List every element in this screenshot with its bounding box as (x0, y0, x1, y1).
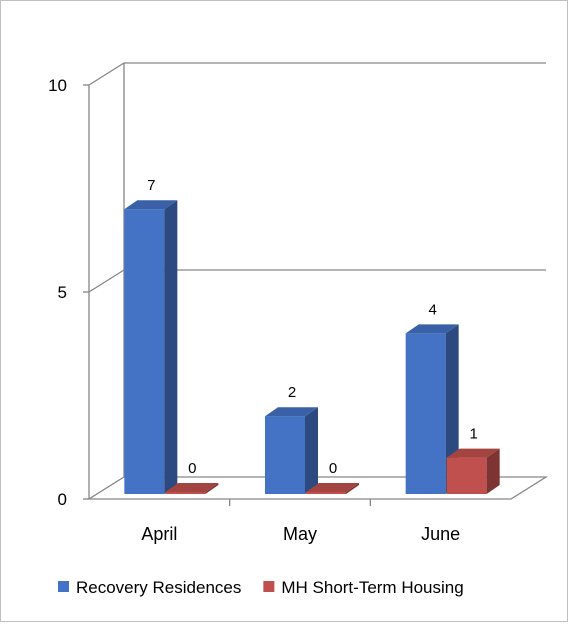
bar (306, 483, 359, 494)
bar-side (164, 200, 178, 494)
data-label: 1 (469, 426, 477, 443)
y-tick-label: 5 (58, 283, 67, 302)
legend-label: Recovery Residences (76, 578, 241, 597)
x-axis-tick-labels: April May June (141, 524, 460, 544)
data-label: 2 (288, 384, 296, 401)
bar-front (446, 457, 487, 494)
data-label: 4 (428, 301, 436, 318)
data-label: 7 (147, 177, 155, 194)
legend-swatch (58, 581, 69, 592)
y-axis-tick-labels: 0 5 10 (48, 76, 67, 509)
bars (124, 200, 500, 494)
bar-top (124, 200, 178, 210)
legend-swatch (263, 581, 275, 592)
bar (165, 483, 219, 494)
bar-side (486, 448, 500, 494)
bar-side (346, 483, 359, 494)
bar (124, 200, 178, 494)
bar-front (265, 416, 305, 494)
bar-top (446, 448, 500, 458)
bar (265, 407, 318, 494)
legend-label: MH Short-Term Housing (281, 578, 463, 597)
bar-side (205, 483, 219, 494)
bar-side (305, 407, 318, 494)
x-tick-label: May (283, 524, 317, 544)
data-label: 0 (188, 460, 196, 477)
bar-top (165, 483, 219, 492)
bar (405, 324, 459, 494)
data-labels: 7 0 2 0 4 1 (147, 177, 478, 477)
y-tick-label: 0 (58, 490, 67, 509)
y-tick-label: 10 (48, 76, 67, 95)
bar-top (405, 324, 459, 334)
legend: Recovery Residences MH Short-Term Housing (58, 578, 464, 597)
bar-top (265, 407, 318, 417)
bar-front (165, 492, 206, 494)
data-label: 0 (329, 460, 337, 477)
bar (446, 448, 500, 494)
x-tick-label: June (421, 524, 460, 544)
gridlines (83, 62, 546, 506)
bar-front (306, 492, 346, 494)
gridline (88, 269, 546, 293)
x-tick-label: April (141, 524, 177, 544)
gridline (88, 62, 546, 86)
bar-front (405, 333, 446, 494)
bar-top (306, 483, 359, 492)
bar-front (124, 209, 165, 494)
